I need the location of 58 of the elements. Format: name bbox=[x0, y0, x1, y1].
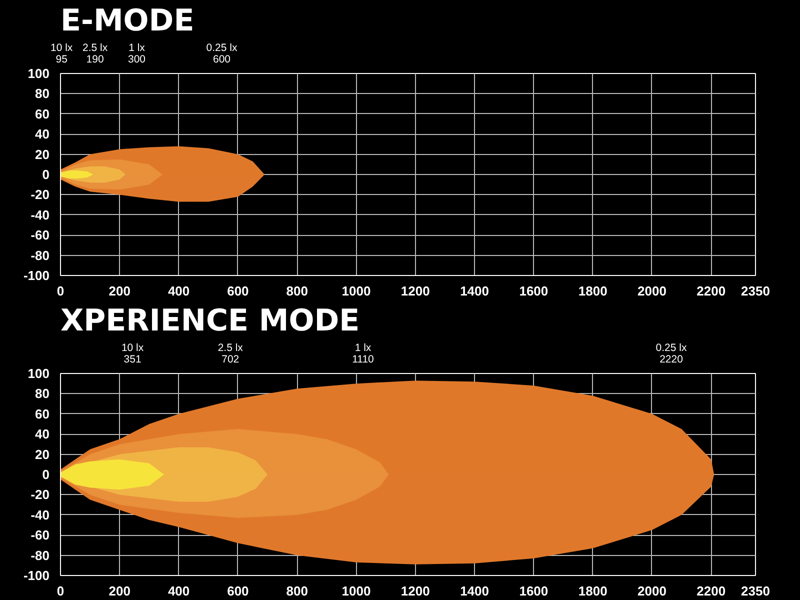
text: 2.5 lx 190 bbox=[82, 42, 108, 66]
y-tick-label: -80 bbox=[30, 248, 50, 263]
y-tick-label: -60 bbox=[30, 228, 50, 243]
y-tick-label: -40 bbox=[30, 507, 50, 522]
x-tick-label: 400 bbox=[168, 584, 190, 598]
x-tick-label: 0 bbox=[56, 584, 64, 598]
y-tick-label: 20 bbox=[35, 146, 50, 162]
x-tick-label: 1000 bbox=[342, 284, 371, 298]
x-tick-label: 2000 bbox=[638, 584, 666, 598]
y-tick-label: 100 bbox=[28, 66, 50, 81]
y-tick-label: 40 bbox=[35, 126, 50, 142]
x-tick-label: 2200 bbox=[696, 284, 726, 298]
y-tick-label: -100 bbox=[23, 268, 50, 283]
x-tick-label: 1400 bbox=[460, 284, 490, 298]
y-tick-label: 80 bbox=[35, 86, 50, 102]
y-tick-label: -20 bbox=[30, 487, 50, 502]
x-tick-label: 200 bbox=[108, 584, 131, 598]
y-tick-label: 0 bbox=[42, 167, 50, 182]
x-tick-label: 1600 bbox=[519, 284, 548, 298]
chart-title: E-MODE bbox=[60, 4, 194, 38]
x-tick-label: 800 bbox=[286, 284, 308, 298]
x-tick-label: 200 bbox=[108, 284, 131, 298]
y-tick-label: -60 bbox=[30, 528, 50, 543]
x-tick-label: 1600 bbox=[519, 584, 548, 598]
x-tick-label: 2000 bbox=[638, 284, 666, 298]
x-tick-label: 1000 bbox=[342, 584, 371, 598]
y-tick-label: -20 bbox=[30, 187, 50, 202]
x-tick-label: 1800 bbox=[578, 284, 608, 298]
x-tick-label: 800 bbox=[286, 584, 308, 598]
x-tick-label: 400 bbox=[168, 284, 190, 298]
y-tick-label: -40 bbox=[30, 207, 50, 222]
y-tick-label: 40 bbox=[35, 426, 50, 442]
x-tick-label: 600 bbox=[227, 284, 249, 298]
x-tick-label: 600 bbox=[227, 584, 249, 598]
y-tick-label: 100 bbox=[28, 366, 50, 381]
x-tick-label: 1400 bbox=[460, 584, 490, 598]
text: 2.5 lx 702 bbox=[218, 342, 244, 366]
chart-title: XPERIENCE MODE bbox=[60, 304, 360, 338]
text: 0.25 lx 2220 bbox=[656, 342, 688, 366]
y-tick-label: 60 bbox=[35, 106, 50, 122]
y-tick-label: -80 bbox=[30, 548, 50, 563]
x-tick-label: 0 bbox=[56, 284, 64, 298]
x-tick-label: 1200 bbox=[400, 284, 430, 298]
y-tick-label: 60 bbox=[35, 406, 50, 422]
y-tick-label: 20 bbox=[35, 446, 50, 462]
text: 0.25 lx 600 bbox=[206, 42, 238, 66]
text: 1 lx 300 bbox=[128, 42, 146, 66]
y-tick-label: 0 bbox=[42, 467, 50, 482]
x-tick-label: 2200 bbox=[696, 584, 726, 598]
y-tick-label: 80 bbox=[35, 386, 50, 402]
text: 1 lx 1110 bbox=[352, 342, 374, 366]
x-tick-label: 2350 bbox=[741, 584, 770, 598]
x-tick-label: 1800 bbox=[578, 584, 608, 598]
text: 10 lx 351 bbox=[121, 342, 144, 366]
y-tick-label: -100 bbox=[23, 568, 50, 583]
x-tick-label: 1200 bbox=[400, 584, 430, 598]
text: 10 lx 95 bbox=[50, 42, 74, 66]
x-tick-label: 2350 bbox=[741, 284, 770, 298]
